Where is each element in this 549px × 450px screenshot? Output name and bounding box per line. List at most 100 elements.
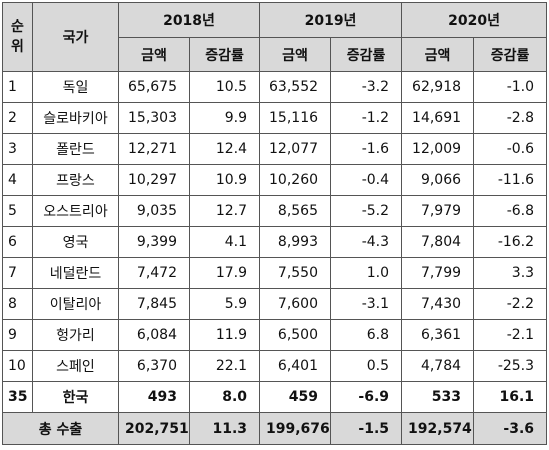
year-header: 2020년 [401, 2, 548, 38]
change-cell: 0.5 [330, 350, 403, 382]
change-cell: -2.2 [473, 288, 548, 320]
change-cell: -0.6 [473, 133, 548, 165]
amount-cell: 8,993 [259, 226, 332, 258]
amount-cell: 9,399 [118, 226, 190, 258]
rank-cell: 35 [2, 381, 33, 413]
rank-cell: 7 [2, 257, 33, 289]
change-cell: -6.8 [473, 195, 548, 227]
amount-cell: 6,401 [259, 350, 332, 382]
rank-cell: 8 [2, 288, 33, 320]
change-cell: -5.2 [330, 195, 403, 227]
change-cell: -3.2 [330, 71, 403, 103]
table-row: 35 한국 493 8.0 459 -6.9 533 16.1 [2, 381, 548, 413]
country-cell: 이탈리아 [32, 288, 119, 320]
change-cell: 17.9 [188, 257, 261, 289]
table-row: 8 이탈리아 7,845 5.9 7,600 -3.1 7,430 -2.2 [2, 288, 548, 320]
change-cell: -4.3 [330, 226, 403, 258]
table-row: 1 독일 65,675 10.5 63,552 -3.2 62,918 -1.0 [2, 71, 548, 103]
change-cell: 12.4 [188, 133, 261, 165]
country-cell: 영국 [32, 226, 119, 258]
rank-cell: 5 [2, 195, 33, 227]
table-row: 4 프랑스 10,297 10.9 10,260 -0.4 9,066 -11.6 [2, 164, 548, 196]
amount-cell: 6,500 [259, 319, 332, 351]
rank-cell: 10 [2, 350, 33, 382]
amount-cell: 199,676 [259, 412, 332, 445]
country-cell: 한국 [32, 381, 119, 413]
amount-cell: 4,784 [401, 350, 475, 382]
amount-cell: 7,600 [259, 288, 332, 320]
amount-cell: 12,271 [118, 133, 190, 165]
table-row: 9 헝가리 6,084 11.9 6,500 6.8 6,361 -2.1 [2, 319, 548, 351]
change-cell: -6.9 [330, 381, 403, 413]
change-cell: 22.1 [188, 350, 261, 382]
change-header: 증감률 [188, 37, 261, 72]
rank-cell: 9 [2, 319, 33, 351]
change-cell: 8.0 [188, 381, 261, 413]
table-row: 7 네덜란드 7,472 17.9 7,550 1.0 7,799 3.3 [2, 257, 548, 289]
year-header: 2019년 [259, 2, 403, 38]
amount-cell: 9,035 [118, 195, 190, 227]
change-cell: -1.6 [330, 133, 403, 165]
change-cell: 11.3 [188, 412, 261, 445]
country-cell: 프랑스 [32, 164, 119, 196]
change-cell: 10.5 [188, 71, 261, 103]
year-header: 2018년 [117, 2, 261, 38]
amount-cell: 15,116 [259, 102, 332, 134]
amount-cell: 493 [118, 381, 190, 413]
country-cell: 스페인 [32, 350, 119, 382]
amount-header: 금액 [259, 37, 332, 72]
amount-cell: 7,799 [401, 257, 475, 289]
amount-cell: 7,804 [401, 226, 475, 258]
change-cell: 11.9 [188, 319, 261, 351]
country-cell: 슬로바키아 [32, 102, 119, 134]
amount-header: 금액 [118, 37, 190, 72]
amount-cell: 14,691 [401, 102, 475, 134]
rank-cell: 1 [2, 71, 33, 103]
rank-cell: 6 [2, 226, 33, 258]
amount-cell: 7,845 [118, 288, 190, 320]
amount-cell: 8,565 [259, 195, 332, 227]
country-cell: 네덜란드 [32, 257, 119, 289]
change-header: 증감률 [330, 37, 403, 72]
amount-cell: 10,260 [259, 164, 332, 196]
table-row: 2 슬로바키아 15,303 9.9 15,116 -1.2 14,691 -2.8 [2, 102, 548, 134]
change-cell: 4.1 [188, 226, 261, 258]
amount-cell: 15,303 [118, 102, 190, 134]
amount-cell: 65,675 [118, 71, 190, 103]
total-row: 총 수출 202,751 11.3 199,676 -1.5 192,574 -3.6 [2, 412, 548, 445]
change-cell: 16.1 [473, 381, 548, 413]
total-label: 총 수출 [2, 412, 119, 445]
change-cell: -25.3 [473, 350, 548, 382]
amount-cell: 62,918 [401, 71, 475, 103]
change-cell: -11.6 [473, 164, 548, 196]
amount-cell: 192,574 [401, 412, 475, 445]
amount-cell: 6,084 [118, 319, 190, 351]
change-cell: -3.1 [330, 288, 403, 320]
change-cell: -1.0 [473, 71, 548, 103]
amount-cell: 533 [401, 381, 475, 413]
change-cell: -1.5 [330, 412, 403, 445]
amount-cell: 7,472 [118, 257, 190, 289]
change-cell: -2.8 [473, 102, 548, 134]
country-cell: 폴란드 [32, 133, 119, 165]
country-cell: 오스트리아 [32, 195, 119, 227]
change-cell: 10.9 [188, 164, 261, 196]
rank-cell: 2 [2, 102, 33, 134]
rank-header: 순위 [2, 2, 33, 72]
change-cell: 6.8 [330, 319, 403, 351]
country-header: 국가 [32, 2, 119, 72]
rank-cell: 4 [2, 164, 33, 196]
table-row: 6 영국 9,399 4.1 8,993 -4.3 7,804 -16.2 [2, 226, 548, 258]
change-cell: -1.2 [330, 102, 403, 134]
table-row: 10 스페인 6,370 22.1 6,401 0.5 4,784 -25.3 [2, 350, 548, 382]
amount-cell: 12,009 [401, 133, 475, 165]
amount-cell: 63,552 [259, 71, 332, 103]
amount-cell: 459 [259, 381, 332, 413]
change-header: 증감률 [473, 37, 548, 72]
amount-cell: 202,751 [118, 412, 190, 445]
amount-cell: 9,066 [401, 164, 475, 196]
amount-header: 금액 [401, 37, 475, 72]
amount-cell: 7,430 [401, 288, 475, 320]
change-cell: -2.1 [473, 319, 548, 351]
